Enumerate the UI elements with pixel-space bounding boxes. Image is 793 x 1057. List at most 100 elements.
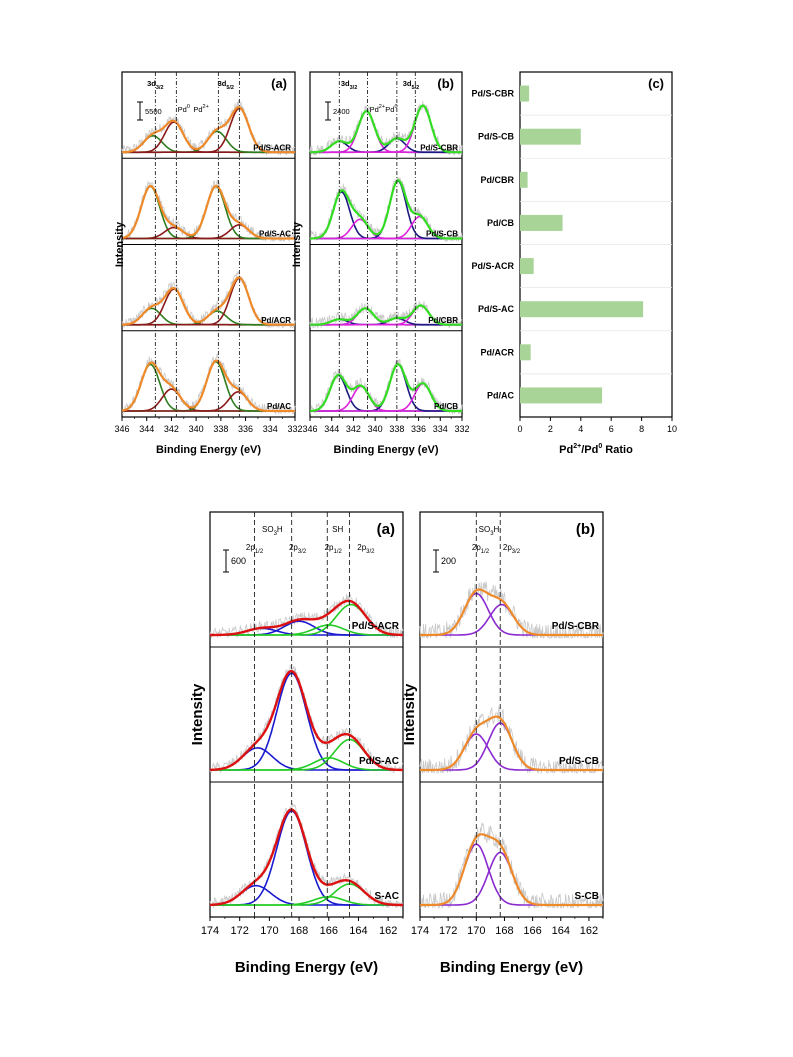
category-label: Pd/S-CBR xyxy=(472,89,515,99)
x-tick-label: 332 xyxy=(287,424,302,434)
raw-data-line xyxy=(309,358,463,415)
x-tick-label: 170 xyxy=(260,925,278,937)
peak-annotation: 2p1/2 xyxy=(325,543,343,555)
x-tick-label: 332 xyxy=(454,424,469,434)
panel-label: (b) xyxy=(437,76,454,91)
x-tick-label: 344 xyxy=(324,424,339,434)
series-label: Pd/S-AC xyxy=(259,230,291,239)
peak-annotation: 3d3/2 xyxy=(147,79,163,91)
envelope-fit-line xyxy=(310,179,462,240)
peak-annotation: 3d5/2 xyxy=(403,79,419,91)
x-axis: 346 344 342 340 338 336 334 332 xyxy=(114,417,303,434)
y-axis-label: Intensity xyxy=(291,221,303,267)
subplot-Pd/S-ACR: Pd/S-ACR xyxy=(121,100,296,156)
panel-label: (c) xyxy=(648,76,664,91)
series-label: Pd/S-CB xyxy=(426,230,458,239)
peak-annotation: 2p3/2 xyxy=(503,543,521,555)
x-tick-label: 346 xyxy=(114,424,129,434)
scale-bar-label: 600 xyxy=(231,556,246,566)
panel-pd3d_a: Pd/S-ACR Pd/S-AC Pd/ACR Pd/AC (a) 5500 3d3/2 Pd… xyxy=(114,71,303,456)
peak-annotation: Pd0 xyxy=(385,104,397,114)
plot-frame xyxy=(209,511,404,918)
bar-Pd/S-AC xyxy=(520,301,644,318)
peak-annotation: SO3H xyxy=(479,525,500,537)
envelope-fit-line xyxy=(209,670,404,772)
series-label: S-AC xyxy=(375,891,399,902)
x-tick-label: 340 xyxy=(368,424,383,434)
x-tick-label: 338 xyxy=(213,424,228,434)
subplot-Pd/ACR: Pd/ACR xyxy=(121,269,296,329)
x-tick-label: 8 xyxy=(639,424,644,434)
x-tick-label: 162 xyxy=(580,925,598,937)
raw-data-line xyxy=(419,581,604,640)
x-tick-label: 2 xyxy=(548,424,553,434)
panel-label: (a) xyxy=(377,521,395,538)
x-tick-label: 334 xyxy=(433,424,448,434)
category-label: Pd/ACR xyxy=(481,347,515,357)
peak-annotation: Pd0 xyxy=(178,104,190,114)
bar-Pd/ACR xyxy=(520,344,531,361)
peak-annotation: SO3H xyxy=(262,525,283,537)
x-tick-label: 344 xyxy=(139,424,154,434)
subplot-Pd/S-CBR: Pd/S-CBR xyxy=(419,581,604,640)
envelope-fit-line xyxy=(310,363,462,413)
x-tick-label: 334 xyxy=(263,424,278,434)
envelope-fit-line xyxy=(121,276,295,326)
x-tick-label: 4 xyxy=(578,424,583,434)
scale-bar-label: 2400 xyxy=(333,107,350,116)
x-tick-label: 164 xyxy=(552,925,570,937)
series-label: Pd/S-AC xyxy=(359,756,399,767)
panel-ratio_c: Pd/S-CBR Pd/S-CB Pd/CBR Pd/CB Pd/S-ACR Pd/S-A… xyxy=(472,71,677,456)
scale-bar-label: 5500 xyxy=(145,107,162,116)
x-axis-label: Pd2+/Pd0 Ratio xyxy=(559,443,633,456)
x-tick-label: 346 xyxy=(302,424,317,434)
x-tick-label: 0 xyxy=(517,424,522,434)
category-label: Pd/S-CB xyxy=(478,132,515,142)
subplot-Pd/S-CBR: Pd/S-CBR xyxy=(309,100,463,156)
peak-annotation: 2p3/2 xyxy=(289,543,307,555)
x-tick-label: 336 xyxy=(411,424,426,434)
category-label: Pd/CBR xyxy=(481,175,515,185)
series-label: Pd/AC xyxy=(267,402,291,411)
x-axis-label: Binding Energy (eV) xyxy=(156,444,261,456)
x-tick-label: 172 xyxy=(231,925,249,937)
series-label: Pd/S-ACR xyxy=(253,143,291,152)
x-tick-label: 162 xyxy=(379,925,397,937)
category-label: Pd/S-ACR xyxy=(472,261,515,271)
bar-Pd/S-CBR xyxy=(520,85,530,102)
x-tick-label: 338 xyxy=(389,424,404,434)
envelope-fit-line xyxy=(420,588,603,637)
peak-annotation: 2p3/2 xyxy=(357,543,375,555)
envelope-fit-line xyxy=(122,106,295,154)
peak-annotation: Pd2+ xyxy=(370,104,385,114)
panel-s2p_a: Pd/S-ACR Pd/S-AC S-AC (a) 600 SO3H SH 2p1/2 2p3/… xyxy=(189,511,404,976)
subplot-S-CB: S-CB xyxy=(420,822,604,909)
series-label: S-CB xyxy=(575,891,599,902)
peak-annotation: 3d5/2 xyxy=(218,79,234,91)
x-tick-label: 174 xyxy=(411,925,429,937)
series-label: Pd/S-CBR xyxy=(552,621,600,632)
x-tick-label: 342 xyxy=(346,424,361,434)
category-label: Pd/S-AC xyxy=(478,304,515,314)
series-label: Pd/CB xyxy=(434,402,458,411)
x-tick-label: 170 xyxy=(467,925,485,937)
panel-label: (a) xyxy=(271,76,287,91)
x-axis: 174 172 170 168 166 164 162 xyxy=(201,917,404,937)
x-tick-label: 166 xyxy=(320,925,338,937)
x-axis: 346 344 342 340 338 336 334 332 xyxy=(302,417,470,434)
envelope-fit-line xyxy=(420,833,603,907)
series-label: Pd/CBR xyxy=(428,316,458,325)
peak-annotation: 2p1/2 xyxy=(246,543,264,555)
subplot-Pd/S-CB: Pd/S-CB xyxy=(419,705,604,775)
panel-pd3d_b: Pd/S-CBR Pd/S-CB Pd/CBR Pd/CB (b) 2400 3d3/2 Pd… xyxy=(291,71,470,456)
panel-s2p_b: Pd/S-CBR Pd/S-CB S-CB (b) 200 SO3H 2p1/2 2p3/2 1… xyxy=(401,511,604,976)
x-axis-label: Binding Energy (eV) xyxy=(333,444,438,456)
series-label: Pd/S-CB xyxy=(559,756,599,767)
subplot-Pd/S-AC: Pd/S-AC xyxy=(209,664,404,774)
y-axis-label: Intensity xyxy=(189,683,206,745)
envelope-fit-line xyxy=(121,184,295,240)
x-tick-label: 172 xyxy=(439,925,457,937)
x-axis-label: Binding Energy (eV) xyxy=(440,959,583,976)
envelope-fit-line xyxy=(420,715,603,772)
